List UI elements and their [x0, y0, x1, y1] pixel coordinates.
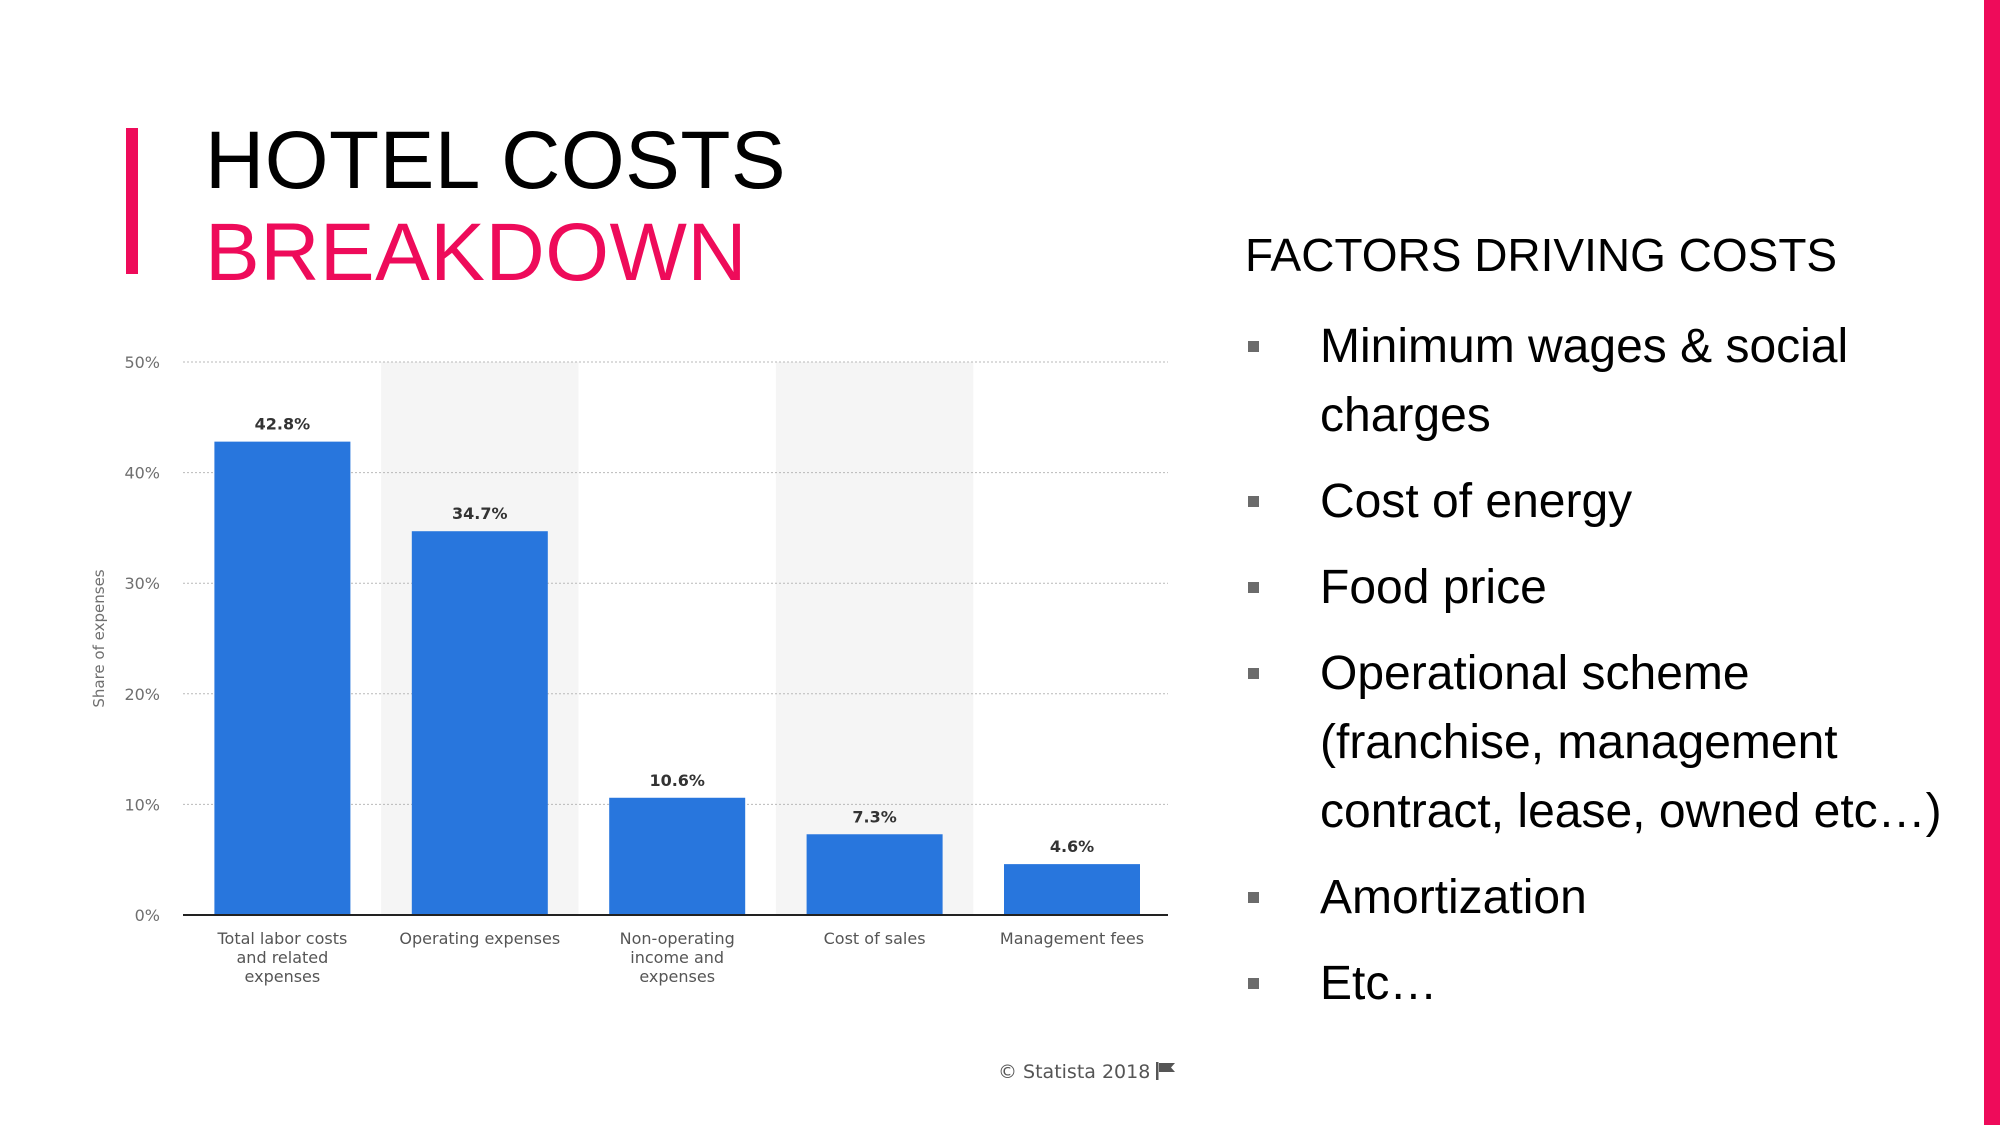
bar-chart: 0% 10% 20% 30% 40% 50% Share of expenses 42.8% T…	[90, 353, 1168, 986]
bar-value-label: 10.6%	[649, 771, 705, 790]
y-tick-label: 20%	[124, 685, 160, 704]
square-bullet-icon	[1248, 892, 1259, 903]
factor-text: Etc…	[1320, 957, 1438, 1010]
source-credit: © Statista 2018	[998, 1061, 1176, 1083]
bar-value-label: 34.7%	[452, 504, 508, 523]
square-bullet-icon	[1248, 341, 1259, 352]
factor-item: Minimum wages & social charges	[1245, 312, 1975, 450]
factors-heading: FACTORS DRIVING COSTS	[1245, 229, 1838, 281]
factor-text: Amortization	[1320, 871, 1587, 924]
factor-item: Cost of energy	[1245, 467, 1975, 536]
bar	[609, 797, 746, 915]
square-bullet-icon	[1248, 582, 1259, 593]
factor-text: Food price	[1320, 561, 1547, 614]
factor-text: Cost of energy	[1320, 475, 1633, 528]
factor-item: Etc…	[1245, 949, 1975, 1018]
factor-item: Amortization	[1245, 863, 1975, 932]
factor-text: Minimum wages & social charges	[1320, 320, 1849, 442]
y-tick-label: 0%	[135, 906, 160, 925]
y-tick-label: 30%	[124, 574, 160, 593]
y-tick-label: 40%	[124, 464, 160, 483]
category-label: Management fees	[1000, 929, 1144, 948]
square-bullet-icon	[1248, 496, 1259, 507]
y-tick-label: 10%	[124, 795, 160, 814]
slide-title-line-1: HOTEL COSTS	[205, 115, 787, 206]
bar-value-label: 4.6%	[1050, 837, 1094, 856]
source-text: © Statista 2018	[998, 1061, 1151, 1083]
square-bullet-icon	[1248, 978, 1259, 989]
y-tick-label: 50%	[124, 353, 160, 372]
factor-item: Operational scheme (franchise, managemen…	[1245, 639, 1975, 846]
y-axis-label: Share of expenses	[90, 569, 108, 707]
category-label: Cost of sales	[824, 929, 926, 948]
factor-text: Operational scheme (franchise, managemen…	[1320, 647, 1942, 838]
factor-item: Food price	[1245, 553, 1975, 622]
slide-edge-accent-bar	[1984, 0, 2000, 1125]
bar-value-label: 7.3%	[852, 807, 896, 826]
bar	[411, 531, 548, 915]
category-label: Total labor costs and related expenses	[216, 929, 347, 986]
bar	[214, 441, 351, 915]
bar	[1004, 864, 1140, 915]
category-label: Non-operating income and expenses	[620, 929, 735, 986]
column-band	[775, 362, 974, 915]
slide-title-line-2: BREAKDOWN	[205, 207, 748, 298]
flag-icon[interactable]	[1156, 1062, 1176, 1080]
category-label: Operating expenses	[399, 929, 560, 948]
bar-value-label: 42.8%	[255, 415, 311, 434]
bar	[806, 834, 943, 915]
title-accent-bar	[126, 128, 138, 274]
factors-list: Minimum wages & social charges Cost of en…	[1245, 312, 1975, 1035]
square-bullet-icon	[1248, 668, 1259, 679]
